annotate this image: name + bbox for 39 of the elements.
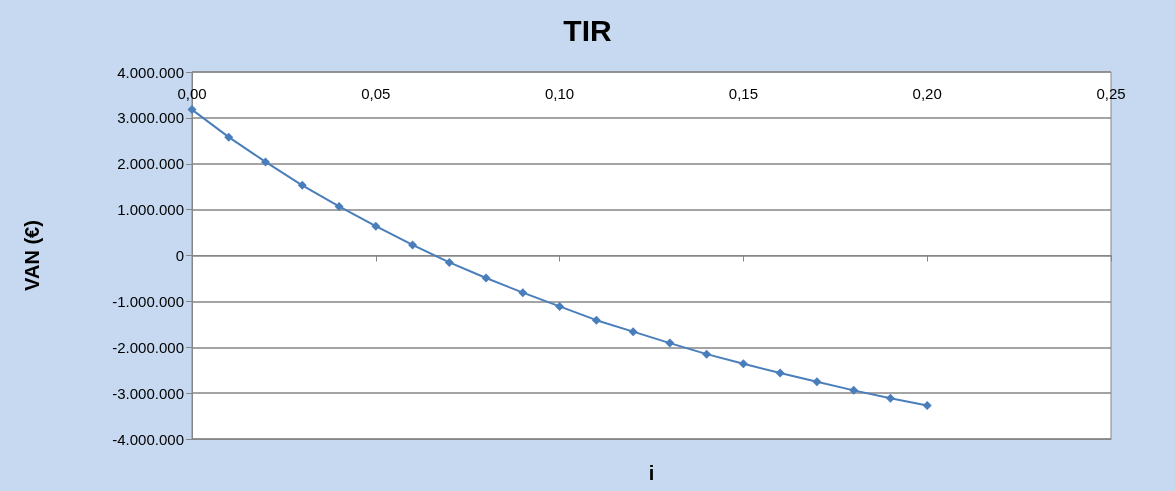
x-tick-label: 0,05	[361, 85, 391, 102]
point	[371, 221, 381, 231]
point	[885, 393, 895, 403]
point	[738, 359, 748, 369]
point	[591, 315, 601, 325]
point	[775, 368, 785, 378]
x-tick-label: 0,20	[912, 85, 942, 102]
point	[628, 327, 638, 337]
point	[922, 401, 932, 411]
x-tick-label: 0,10	[545, 85, 575, 102]
point	[518, 288, 528, 298]
point	[408, 240, 418, 250]
y-tick-label: 3.000.000	[117, 109, 184, 127]
y-tick-label: 0	[175, 247, 184, 264]
point	[665, 338, 675, 348]
x-tick-label: 0,15	[728, 85, 758, 102]
point	[187, 105, 197, 115]
y-axis-title: VAN (€)	[21, 220, 43, 291]
point	[812, 377, 822, 387]
y-tick-label: -2.000.000	[112, 338, 184, 356]
point	[261, 157, 271, 167]
y-tick-label: 2.000.000	[117, 155, 184, 173]
point	[481, 273, 491, 283]
y-tick-label: -1.000.000	[112, 292, 184, 310]
y-tick-label: 4.000.000	[117, 63, 184, 81]
point	[555, 301, 565, 311]
point	[224, 132, 234, 142]
y-tick-label: -4.000.000	[112, 430, 184, 448]
y-tick-label: -3.000.000	[112, 384, 184, 402]
x-axis-title: i	[648, 462, 655, 484]
y-tick-label: 1.000.000	[117, 201, 184, 219]
point	[444, 257, 454, 267]
x-tick-label: 0,00	[177, 85, 207, 102]
chart-title: TIR	[563, 13, 612, 47]
point	[849, 385, 859, 395]
point	[334, 201, 344, 211]
point	[297, 180, 307, 190]
x-tick-label: 0,25	[1096, 85, 1126, 102]
point	[702, 349, 712, 359]
